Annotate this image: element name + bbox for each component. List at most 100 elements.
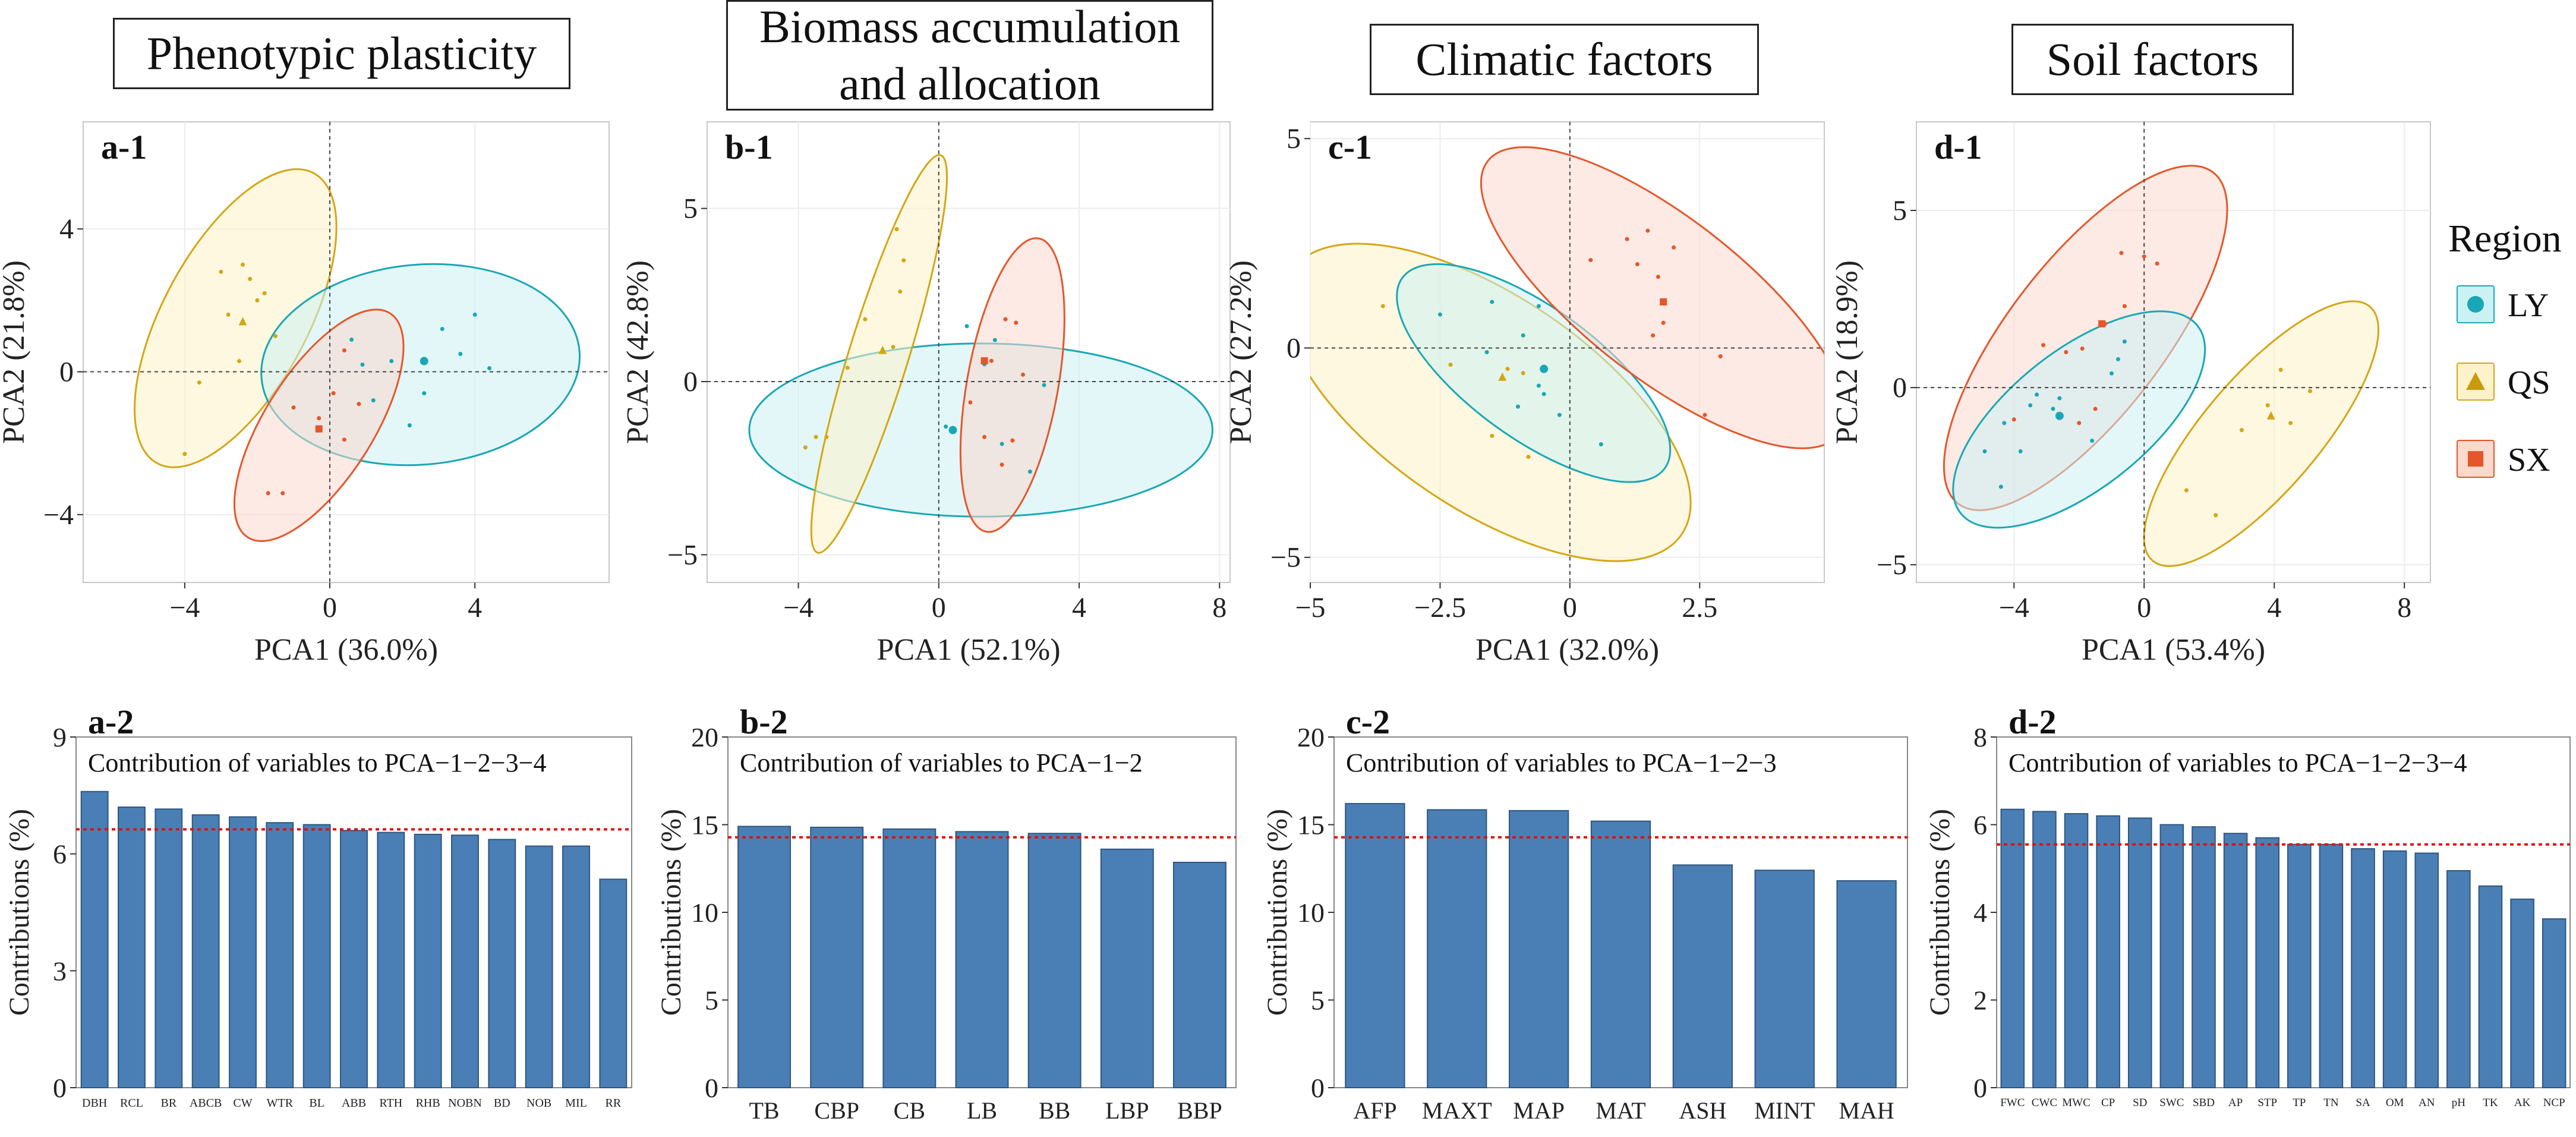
point-qs bbox=[1526, 455, 1531, 459]
point-sx bbox=[968, 400, 973, 405]
header-biomass: Biomass accumulation and allocation bbox=[726, 0, 1213, 111]
legend-swatch-ly bbox=[2457, 285, 2495, 323]
centroid-qs bbox=[1498, 372, 1507, 381]
bar-ph bbox=[2446, 870, 2471, 1088]
point-sx bbox=[331, 391, 336, 396]
bar-cb bbox=[882, 828, 937, 1088]
y-tick-label: 0 bbox=[683, 366, 698, 398]
point-qs bbox=[255, 298, 260, 303]
bar-stp bbox=[2255, 837, 2279, 1088]
y-tick-label: −4 bbox=[43, 499, 74, 531]
category-label: SWC bbox=[2159, 1097, 2184, 1109]
bar-abb bbox=[340, 830, 368, 1089]
y-tick-label: −5 bbox=[667, 539, 698, 571]
x-tick-label: 0 bbox=[1563, 592, 1577, 623]
bar-sbd bbox=[2192, 826, 2216, 1088]
y-tick-label: 5 bbox=[1311, 985, 1325, 1016]
category-label: SBD bbox=[2193, 1097, 2215, 1109]
panel-label: c-2 bbox=[1346, 703, 1390, 741]
bar-maxt bbox=[1427, 809, 1487, 1089]
ellipse-sx bbox=[959, 237, 1065, 533]
point-ly bbox=[1541, 392, 1546, 396]
x-tick-label: 0 bbox=[932, 592, 946, 623]
bar-mat bbox=[1590, 820, 1651, 1088]
point-qs bbox=[901, 258, 906, 263]
x-tick-label: 8 bbox=[2397, 592, 2411, 623]
ellipse-layer bbox=[134, 168, 581, 542]
category-label: SD bbox=[2133, 1097, 2147, 1109]
centroid-ly bbox=[948, 426, 957, 434]
category-label: MAH bbox=[1839, 1097, 1894, 1124]
point-sx bbox=[2093, 407, 2098, 411]
point-qs bbox=[1505, 367, 1510, 371]
point-qs bbox=[863, 317, 868, 322]
point-sx bbox=[357, 402, 361, 407]
bar-ap bbox=[2223, 833, 2248, 1088]
y-tick-label: 5 bbox=[705, 985, 718, 1016]
y-tick-label: 10 bbox=[691, 897, 718, 928]
x-tick-label: −5 bbox=[1295, 592, 1325, 623]
point-ly bbox=[2122, 339, 2127, 344]
point-sx bbox=[291, 405, 296, 410]
point-ly bbox=[1042, 383, 1046, 388]
x-tick-label: −4 bbox=[169, 592, 200, 623]
y-tick-label: 5 bbox=[1893, 195, 1907, 226]
point-qs bbox=[182, 452, 187, 456]
bar-panel-d-2: FWC CWC MWC CP SD SWC SBD AP STP TP TN SA OM AN pH TK AK… bbox=[1924, 703, 2571, 1109]
y-tick-label: 9 bbox=[53, 722, 67, 752]
point-sx bbox=[1588, 258, 1593, 262]
y-axis-label: Contributions (%) bbox=[4, 809, 35, 1016]
centroid-qs bbox=[878, 345, 887, 354]
point-sx bbox=[1625, 237, 1629, 241]
bar-fwc bbox=[2000, 808, 2025, 1088]
panel-label: d-1 bbox=[1934, 128, 1982, 166]
bar-ash bbox=[1672, 864, 1733, 1088]
point-ly bbox=[1598, 442, 1603, 446]
point-ly bbox=[349, 337, 354, 342]
point-qs bbox=[891, 345, 896, 349]
bar-sa bbox=[2351, 848, 2375, 1088]
x-tick-label: 4 bbox=[1072, 592, 1086, 623]
panel-label: c-1 bbox=[1328, 128, 1372, 166]
ellipse-qs bbox=[2143, 300, 2380, 567]
y-tick-label: 2 bbox=[1973, 985, 1987, 1016]
ellipse-sx bbox=[233, 308, 405, 542]
ellipse-ly bbox=[1952, 310, 2206, 529]
point-sx bbox=[1021, 372, 1026, 377]
bar-bbp bbox=[1172, 861, 1226, 1089]
point-ly bbox=[407, 423, 412, 428]
category-label: LB bbox=[967, 1097, 997, 1124]
point-sx bbox=[2064, 350, 2069, 354]
point-sx bbox=[2077, 421, 2082, 426]
point-sx bbox=[266, 491, 270, 496]
scatter-panel-a-1: −4 0 4 −4 0 4 PCA1 (36.0%) PCA2 (21.8%) a-1 bbox=[0, 121, 610, 667]
category-label: TB bbox=[749, 1097, 780, 1124]
ellipse-layer bbox=[1943, 165, 2380, 567]
point-sx bbox=[1645, 228, 1650, 233]
y-tick-label: 0 bbox=[1973, 1073, 1987, 1103]
category-label: MAP bbox=[1513, 1097, 1565, 1124]
scatter-panel-d-1: −4 0 4 8 −5 0 5 PCA1 (53.4%) PCA2 (18.9%) d-1 bbox=[1830, 121, 2431, 667]
header-soil-factors: Soil factors bbox=[2011, 24, 2294, 95]
category-label: ABB bbox=[342, 1097, 366, 1110]
legend-label-sx: SX bbox=[2508, 442, 2550, 478]
category-label: TK bbox=[2483, 1097, 2498, 1109]
point-qs bbox=[845, 366, 850, 370]
category-label: WTR bbox=[267, 1097, 294, 1110]
point-ly bbox=[1982, 449, 1987, 453]
category-label: BR bbox=[160, 1097, 176, 1110]
point-sx bbox=[989, 358, 994, 363]
category-label: MINT bbox=[1754, 1097, 1815, 1124]
bar-bd bbox=[488, 839, 516, 1089]
ellipse-layer bbox=[1310, 146, 1824, 562]
point-qs bbox=[248, 276, 253, 281]
category-label: FWC bbox=[2000, 1097, 2025, 1109]
point-sx bbox=[982, 434, 987, 439]
y-tick-label: 6 bbox=[1973, 810, 1987, 840]
point-sx bbox=[280, 491, 285, 496]
point-ly bbox=[1536, 304, 1541, 308]
point-qs bbox=[2184, 488, 2189, 493]
bar-mint bbox=[1754, 870, 1815, 1088]
category-label: CW bbox=[233, 1097, 252, 1110]
